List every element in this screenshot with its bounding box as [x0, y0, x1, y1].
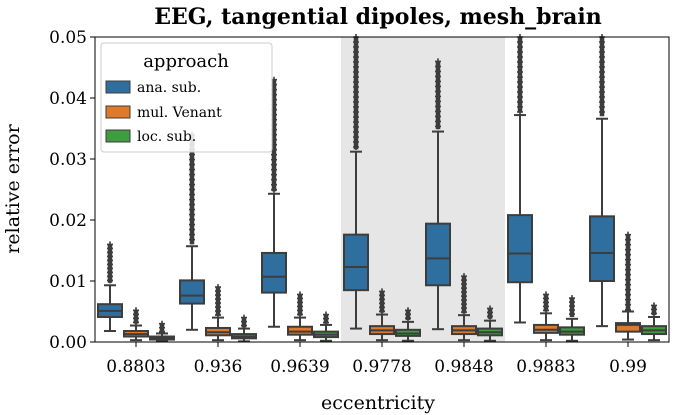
- box-group-loc-sub-0-9639: [313, 311, 339, 342]
- y-tick-label: 0.05: [49, 28, 87, 48]
- highlight-layer: [341, 37, 505, 342]
- box-group-ana-sub-0-9848: [425, 58, 451, 331]
- legend-label-ana-sub: ana. sub.: [137, 80, 201, 96]
- box-iqr: [589, 215, 615, 282]
- outlier-marker: [487, 313, 493, 320]
- box-group-loc-sub-0-9883: [559, 295, 585, 342]
- outlier-marker: [107, 277, 113, 284]
- box-group-loc-sub-0-9848: [477, 305, 503, 342]
- chart-title: EEG, tangential dipoles, mesh_brain: [154, 4, 602, 30]
- y-tick-label: 0.03: [49, 150, 87, 170]
- x-tick-label: 0.9639: [270, 357, 329, 377]
- y-tick-label: 0.02: [49, 211, 87, 231]
- box-iqr: [261, 251, 287, 294]
- legend-swatch-mul-venant: [105, 105, 131, 119]
- boxes-layer: [97, 34, 667, 343]
- x-tick-label: 0.9848: [434, 357, 493, 377]
- box-iqr: [615, 322, 641, 333]
- outlier-marker: [379, 308, 385, 315]
- outlier-marker: [569, 311, 575, 318]
- box-group-mul-venant-0-9883: [533, 291, 559, 342]
- box-group-ana-sub-0-936: [179, 131, 205, 331]
- outlier-marker: [599, 109, 605, 115]
- box-group-ana-sub-0-9883: [507, 34, 533, 324]
- outlier-marker: [189, 236, 195, 243]
- box-group-loc-sub-0-8803: [149, 320, 175, 343]
- x-tick-label: 0.99: [609, 357, 647, 377]
- outlier-marker: [517, 109, 523, 115]
- box-group-loc-sub-0-99: [641, 302, 667, 342]
- x-tick-label: 0.936: [194, 357, 243, 377]
- x-axis-label: eccentricity: [321, 392, 435, 414]
- box-group-loc-sub-0-9778: [395, 307, 421, 342]
- x-tick-label: 0.9778: [352, 357, 411, 377]
- legend-title: approach: [143, 51, 229, 72]
- y-tick-label: 0.01: [49, 272, 87, 292]
- outlier-marker: [461, 309, 467, 316]
- outlier-marker: [297, 311, 303, 318]
- box-iqr: [425, 222, 451, 287]
- box-group-mul-venant-0-9848: [451, 273, 477, 342]
- outlier-marker: [435, 123, 441, 130]
- box-group-ana-sub-0-99: [589, 34, 615, 328]
- y-tick-label: 0.00: [49, 333, 87, 353]
- outlier-marker: [651, 310, 657, 317]
- x-tick-label: 0.8803: [106, 357, 165, 377]
- outlier-marker: [271, 186, 277, 193]
- box-iqr: [179, 279, 205, 305]
- legend-frame: [100, 42, 273, 153]
- box-group-mul-venant-0-99: [615, 231, 641, 341]
- x-tick-label: 0.9883: [516, 357, 575, 377]
- box-group-mul-venant-0-9639: [287, 291, 313, 342]
- box-iqr: [507, 214, 533, 284]
- legend-swatch-ana-sub: [105, 80, 131, 94]
- outlier-marker: [353, 144, 359, 150]
- box-group-ana-sub-0-8803: [97, 241, 123, 333]
- box-iqr: [343, 233, 369, 292]
- y-tick-label: 0.04: [49, 89, 87, 109]
- legend-label-loc-sub: loc. sub.: [137, 129, 196, 145]
- box-group-mul-venant-0-8803: [123, 307, 149, 342]
- legend-label-mul-venant: mul. Venant: [137, 105, 222, 121]
- legend-swatch-loc-sub: [105, 129, 131, 143]
- box-group-mul-venant-0-9778: [369, 288, 395, 342]
- outlier-marker: [405, 315, 411, 322]
- box-group-ana-sub-0-9639: [261, 76, 287, 328]
- box-group-mul-venant-0-936: [205, 284, 231, 342]
- legend: approach ana. sub. mul. Venant loc. sub.: [100, 42, 273, 153]
- y-axis-label: relative error: [2, 123, 24, 253]
- axes-layer: 0.00 0.01 0.02 0.03 0.04 0.05 0.8803 0.936 0.963…: [49, 28, 647, 377]
- box-group-loc-sub-0-936: [231, 314, 257, 343]
- outlier-marker: [133, 319, 139, 326]
